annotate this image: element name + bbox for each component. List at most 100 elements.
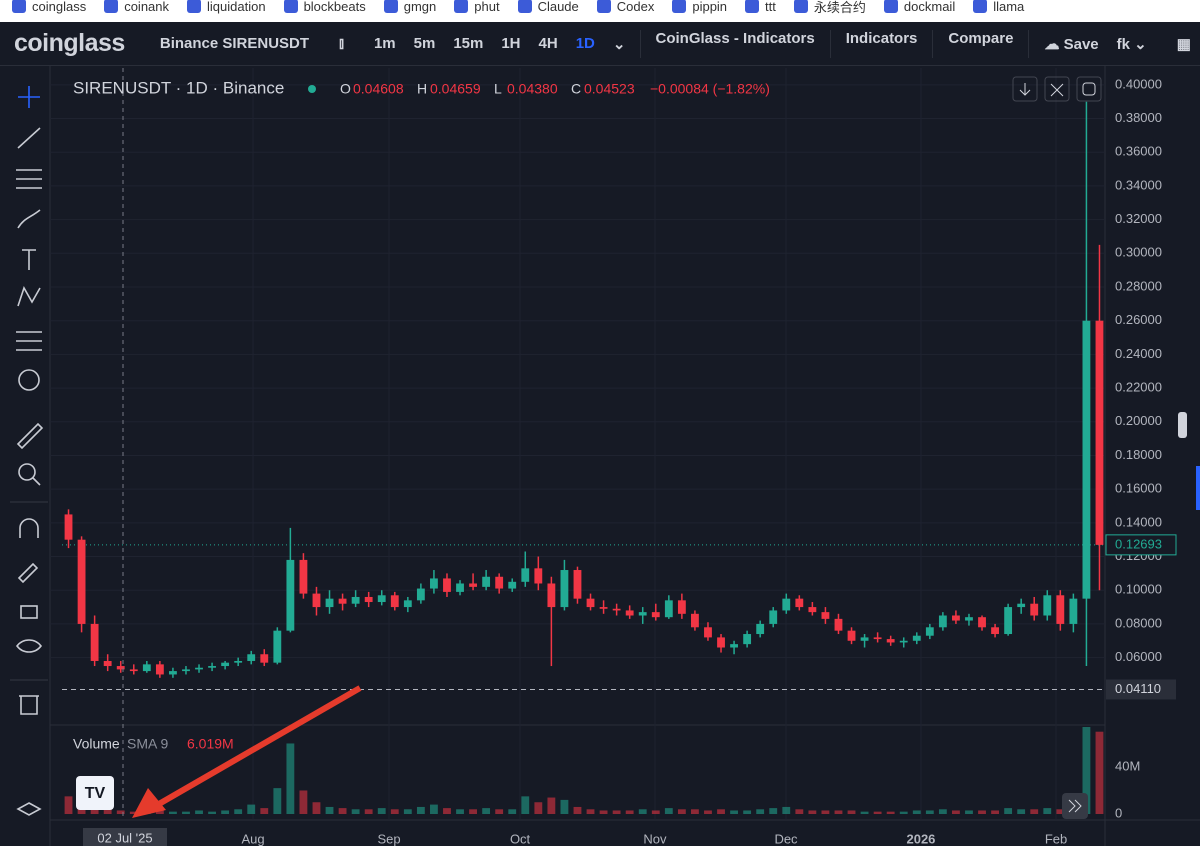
- bookmark[interactable]: dockmail: [883, 0, 955, 14]
- bookmark[interactable]: 永续合约: [793, 0, 866, 16]
- candle-body: [351, 596, 360, 604]
- bookmark[interactable]: llama: [973, 0, 1024, 14]
- volume-bar: [873, 811, 882, 814]
- volume-bar: [364, 809, 373, 814]
- layout[interactable]: ▦: [1176, 35, 1191, 53]
- candle-body: [873, 637, 882, 640]
- ohlc-key: L: [494, 81, 502, 97]
- chart-style[interactable]: ⫾: [339, 35, 344, 52]
- bookmark-label: Claude: [537, 0, 579, 14]
- symbol[interactable]: Binance SIRENUSDT: [159, 35, 310, 52]
- candle-body: [495, 576, 504, 589]
- bookmark[interactable]: coinglass: [12, 0, 86, 14]
- candle-body: [795, 598, 804, 608]
- interval[interactable]: 1m: [373, 35, 396, 52]
- volume-bar: [651, 810, 660, 814]
- interval[interactable]: 4H: [538, 35, 558, 52]
- candle-body: [416, 588, 425, 601]
- candle-body: [664, 600, 673, 618]
- ohlc-value: 0.04523: [584, 81, 635, 97]
- chart-buttons[interactable]: [1012, 76, 1102, 102]
- interval[interactable]: 5m: [413, 35, 436, 52]
- volume-bar: [821, 810, 830, 814]
- volume-bar: [638, 809, 647, 814]
- user[interactable]: fk ⌄: [1116, 35, 1147, 53]
- volume-bar: [286, 743, 295, 814]
- y-tick-label: 0.10000: [1115, 582, 1162, 597]
- drawing-tools[interactable]: [10, 86, 48, 816]
- price-line-label: 0.04110: [1115, 681, 1161, 696]
- volume-bar: [717, 809, 725, 814]
- candle-body: [247, 654, 256, 661]
- volume-bar: [64, 796, 73, 814]
- candle-body: [625, 610, 634, 616]
- candle-body: [377, 595, 386, 603]
- candle-body: [338, 598, 347, 604]
- last-price-box: [1105, 534, 1177, 556]
- ohlc-value: 0.04659: [430, 81, 481, 97]
- x-tick-label: Nov: [643, 831, 667, 846]
- candle-body: [769, 610, 778, 624]
- save[interactable]: ☁ Save: [1044, 35, 1099, 53]
- interval[interactable]: 1D: [575, 35, 595, 52]
- candle-body: [1043, 595, 1052, 616]
- volume-bar: [260, 808, 269, 814]
- bookmark[interactable]: ttt: [745, 0, 776, 14]
- interval[interactable]: 15m: [453, 35, 484, 52]
- candle-body: [1030, 603, 1039, 616]
- candle-body: [142, 664, 151, 672]
- interval[interactable]: 1H: [501, 35, 521, 52]
- bookmark[interactable]: gmgn: [383, 0, 437, 14]
- volume-bar: [403, 809, 412, 814]
- y-tick-label: 0.34000: [1115, 177, 1162, 192]
- x-tick-label: Dec: [774, 831, 798, 846]
- candle-body: [364, 596, 373, 603]
- candle-body: [730, 644, 738, 648]
- menu-item[interactable]: Compare: [948, 29, 1014, 47]
- candle-body: [430, 578, 438, 589]
- volume-bar: [586, 809, 595, 814]
- interval-menu[interactable]: ⌄: [612, 35, 626, 53]
- volume-bar: [925, 810, 934, 814]
- bookmark-label: gmgn: [403, 0, 437, 14]
- bookmark[interactable]: Codex: [596, 0, 654, 14]
- volume-bar: [182, 811, 190, 814]
- volume-bar: [1043, 808, 1052, 814]
- bookmark-icon: [596, 0, 611, 13]
- bookmark[interactable]: Claude: [517, 0, 579, 14]
- candle-body: [64, 514, 73, 540]
- menu-item[interactable]: Indicators: [845, 29, 918, 47]
- bookmark[interactable]: liquidation: [187, 0, 266, 14]
- volume-bar: [482, 808, 491, 814]
- panel-toggle[interactable]: [1178, 412, 1187, 438]
- volume-bar: [704, 810, 712, 814]
- candle-body: [651, 612, 660, 618]
- bookmark[interactable]: blockbeats: [283, 0, 366, 14]
- candle-body: [899, 640, 908, 643]
- volume-bar: [664, 808, 673, 814]
- save-label: Save: [1063, 35, 1099, 53]
- volume-bar: [1030, 809, 1039, 814]
- candle-body: [286, 559, 295, 631]
- tv-logo[interactable]: [76, 776, 114, 810]
- volume-bar: [677, 809, 686, 814]
- bookmark[interactable]: phut: [454, 0, 500, 14]
- candle-body: [677, 600, 686, 614]
- menu-item[interactable]: CoinGlass - Indicators: [655, 29, 815, 47]
- bookmark[interactable]: coinank: [104, 0, 169, 14]
- volume-bar: [416, 806, 425, 814]
- logo[interactable]: coinglass: [14, 29, 125, 57]
- volume-bar: [560, 799, 569, 814]
- volume-pane: [64, 727, 1104, 814]
- volume-bar: [599, 810, 608, 814]
- volume-bar: [730, 810, 738, 814]
- status-dot: [308, 85, 316, 93]
- volume-bar: [312, 802, 321, 814]
- bookmark-label: llama: [993, 0, 1025, 14]
- bookmark[interactable]: pippin: [672, 0, 727, 14]
- volume-bar: [573, 806, 582, 814]
- bookmark-icon: [12, 0, 26, 13]
- volume-bar: [430, 804, 438, 814]
- y-tick-label: 0.20000: [1115, 413, 1162, 428]
